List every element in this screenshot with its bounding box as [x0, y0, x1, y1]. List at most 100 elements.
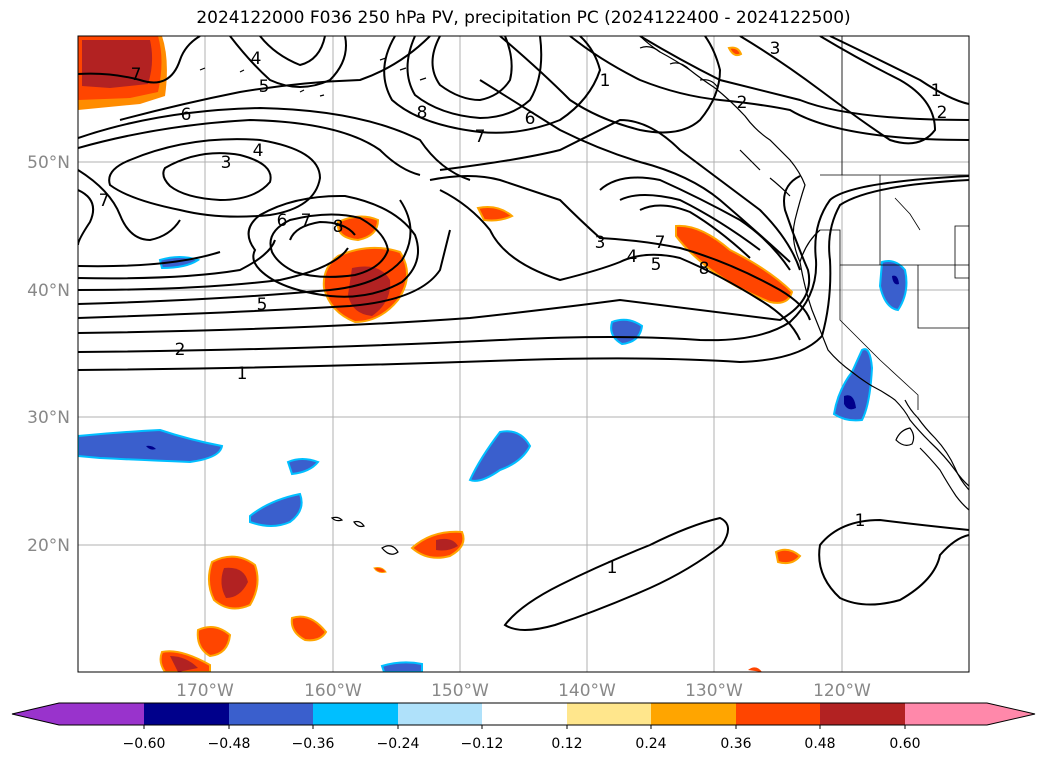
colorbar-extend-high: [987, 703, 1035, 725]
map-title: 2024122000 F036 250 hPa PV, precipitatio…: [196, 8, 851, 28]
precip-area: [221, 567, 248, 598]
precip-area: [146, 445, 156, 450]
contour-line: [639, 36, 969, 121]
precip-area: [82, 40, 153, 88]
precip-area: [675, 224, 794, 304]
contour-line: [439, 189, 801, 341]
colorbar-segment: [905, 703, 987, 725]
colorbar: −0.60 −0.48 −0.36 −0.24 −0.12 0.12 0.24 …: [11, 702, 1036, 752]
colorbar-tick-label: −0.60: [123, 736, 166, 752]
colorbar-tick-label: −0.24: [377, 736, 420, 752]
contour-line: [259, 36, 326, 67]
contour-label: 7: [301, 211, 312, 231]
contour-label: 4: [627, 247, 638, 267]
colorbar-segment: [398, 703, 482, 725]
contour-line: [269, 213, 390, 278]
lat-label: 40°N: [27, 281, 70, 301]
colorbar-segment: [651, 703, 736, 725]
lat-label: 50°N: [27, 153, 70, 173]
precip-area: [249, 492, 303, 527]
contour-line: [431, 36, 513, 102]
colorbar-segment: [313, 703, 398, 725]
contour-line: [78, 251, 221, 268]
colorbar-outline: [11, 702, 1036, 726]
lat-label: 20°N: [27, 536, 70, 556]
contour-label: 1: [600, 71, 611, 91]
contour-line: [78, 175, 811, 334]
contour-line: [247, 194, 419, 298]
precip-area: [286, 458, 320, 476]
contour-label: 7: [99, 191, 110, 211]
contour-label: 8: [333, 217, 344, 237]
contour-label: 1: [931, 81, 942, 101]
contour-line: [78, 36, 201, 84]
contour-label: 1: [237, 364, 248, 384]
lon-label: 140°W: [558, 681, 616, 701]
colorbar-segment: [736, 703, 820, 725]
colorbar-segment: [59, 703, 144, 725]
lon-label: 120°W: [813, 681, 871, 701]
colorbar-tick-label: −0.48: [208, 736, 251, 752]
precip-area: [727, 46, 743, 57]
contour-line: [569, 36, 969, 141]
precip-area: [748, 667, 762, 672]
contour-line: [78, 239, 276, 280]
contour-label: 7: [475, 127, 486, 147]
colorbar-tick-label: −0.36: [292, 736, 335, 752]
pv-contours: [78, 36, 969, 631]
contour-label: 6: [525, 109, 536, 129]
precip-area: [878, 260, 908, 312]
colorbar-tick-label: 0.24: [635, 736, 666, 752]
contour-line: [78, 229, 451, 319]
contour-line: [78, 247, 349, 291]
lat-label: 30°N: [27, 408, 70, 428]
precip-area: [290, 615, 328, 642]
colorbar-segment: [482, 703, 567, 725]
contour-line: [78, 175, 969, 353]
colorbar-segment: [144, 703, 229, 725]
contour-line: [829, 36, 969, 105]
contour-line: [818, 518, 969, 606]
contour-line: [78, 179, 969, 371]
colorbar-tick-label: 0.60: [889, 736, 920, 752]
contour-label: 8: [417, 103, 428, 123]
contour-line: [78, 118, 421, 176]
contour-label: 3: [221, 153, 232, 173]
contour-label: 5: [259, 77, 270, 97]
contour-labels: 7 4 5 6 3 4 8 7 6 1 2 3 1 2 7 6 7 8 5 2 …: [99, 39, 948, 578]
contour-line: [429, 175, 811, 321]
precip-area: [196, 625, 232, 658]
lon-label: 130°W: [685, 681, 743, 701]
contour-line: [78, 169, 181, 242]
contour-label: 4: [251, 49, 262, 69]
colorbar-extend-low: [12, 703, 59, 725]
contour-label: 7: [131, 65, 142, 85]
lon-label: 160°W: [304, 681, 362, 701]
precip-area: [476, 206, 514, 222]
precip-area: [844, 395, 856, 410]
contour-line: [599, 176, 791, 271]
contour-label: 1: [855, 511, 866, 531]
precip-area: [892, 275, 899, 285]
precip-area: [436, 538, 458, 551]
contour-label: 6: [181, 105, 192, 125]
precip-area: [468, 430, 532, 482]
contour-line: [289, 220, 356, 241]
contour-line: [499, 36, 722, 134]
colorbar-tick-label: 0.36: [720, 736, 751, 752]
contour-label: 8: [699, 259, 710, 279]
contour-line: [503, 516, 729, 631]
contour-label: 7: [655, 233, 666, 253]
precip-area: [348, 266, 391, 316]
colorbar-segment: [820, 703, 905, 725]
latitude-labels: 50°N 40°N 30°N 20°N: [27, 153, 70, 556]
contour-label: 3: [595, 233, 606, 253]
contour-label: 3: [770, 39, 781, 59]
contour-label: 4: [253, 141, 264, 161]
contour-line: [78, 106, 471, 181]
contour-line: [229, 36, 347, 88]
lon-label: 150°W: [431, 681, 489, 701]
colorbar-tick-label: 0.48: [804, 736, 835, 752]
contour-line: [439, 118, 801, 271]
